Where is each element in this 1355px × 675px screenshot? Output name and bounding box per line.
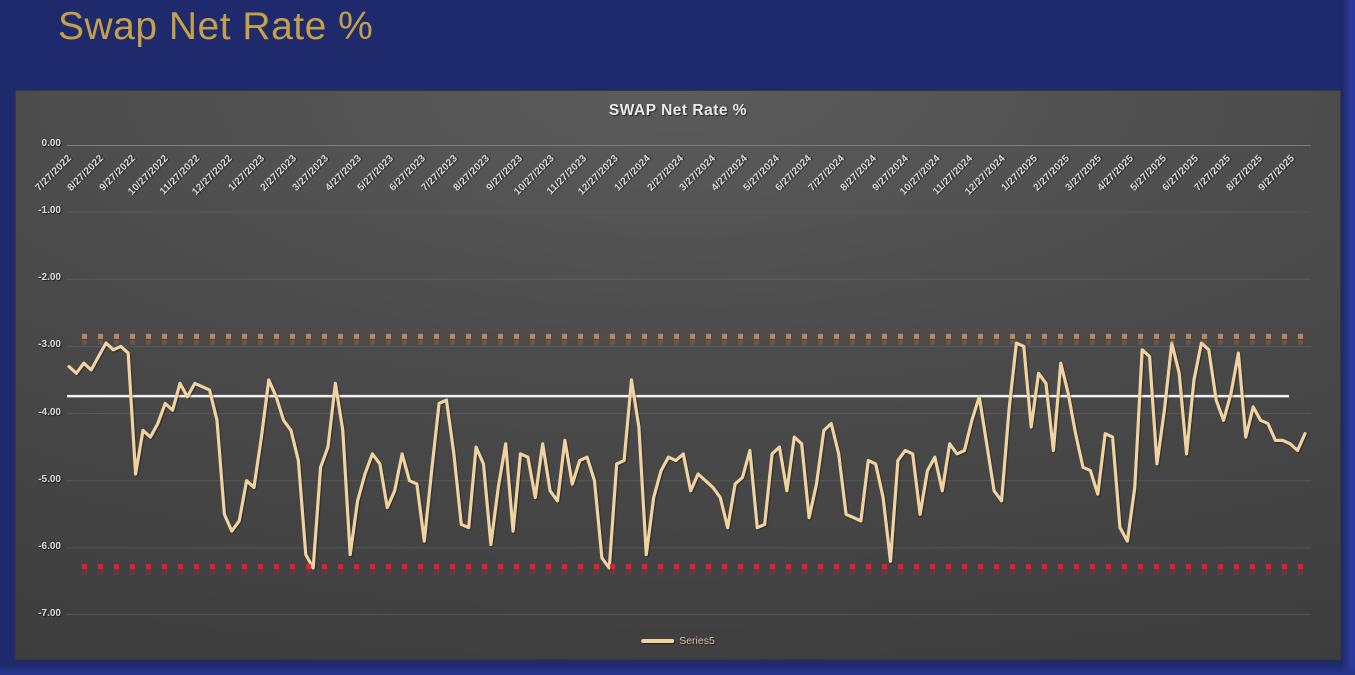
y-axis-label: -2.00 [38,272,61,284]
series-line [67,341,1307,570]
legend: Series5 [641,635,715,647]
y-axis-label: -5.00 [38,473,61,485]
chart-panel: SWAP Net Rate % 0.00 -1.00 -2.00 -3.00 -4.00… [15,90,1341,660]
page-edge-glow-bottom [0,664,1355,675]
y-axis-label: -7.00 [38,608,61,619]
y-axis-label: -6.00 [38,540,61,552]
y-axis-label: -3.00 [38,339,61,351]
legend-line-swatch [641,639,675,643]
y-axis-label: -4.00 [38,406,61,418]
page-title: Swap Net Rate % [58,5,374,48]
chart-title: SWAP Net Rate % [608,102,748,119]
legend-series-label: Series5 [679,635,715,647]
chart-canvas [67,145,1311,615]
y-axis-label: -1.00 [38,205,61,217]
page-edge-glow-right [1342,0,1355,675]
y-axis-label: 0.00 [41,138,61,149]
